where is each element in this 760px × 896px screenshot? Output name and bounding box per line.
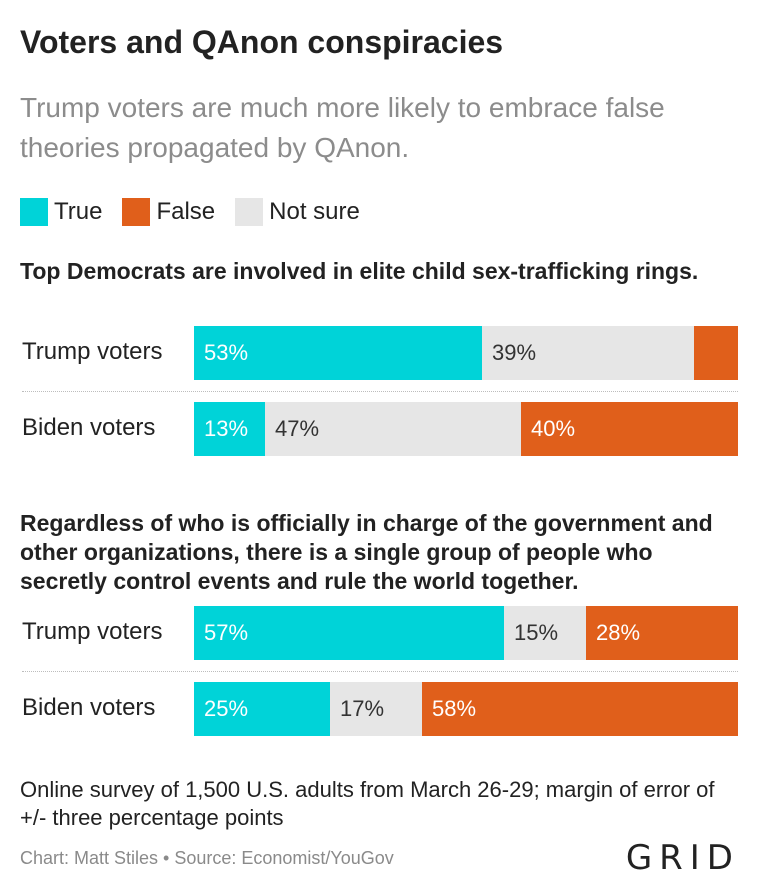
bar-segment-not-sure: 15% [504, 606, 586, 660]
bar-value-label: 25% [204, 696, 249, 721]
panel-1-row-1-label: Trump voters [22, 338, 163, 365]
bar-segment-true: 25% [194, 682, 330, 736]
legend-label-false: False [156, 198, 216, 225]
survey-note: Online survey of 1,500 U.S. adults from … [20, 777, 715, 830]
bar-value-label: 15% [514, 620, 559, 645]
panel-2-row-1-bar: 57% 15% 28% [194, 606, 738, 660]
bar-segment-true: 53% [194, 326, 482, 380]
legend-item-false: False [122, 198, 215, 226]
legend-swatch-not-sure [235, 198, 264, 226]
panel-2-question: Regardless of who is officially in charg… [20, 510, 713, 594]
legend-item-not-sure: Not sure [235, 198, 360, 226]
bar-segment-not-sure: 17% [330, 682, 422, 736]
bar-value-label: 47% [275, 416, 320, 441]
legend-swatch-false [122, 198, 151, 226]
panel-1-row-1-bar: 53% 39% [194, 326, 738, 380]
bar-segment-false [694, 326, 738, 380]
bar-value-label: 39% [492, 340, 537, 365]
legend-label-true: True [54, 198, 103, 225]
bar-value-label: 17% [340, 696, 385, 721]
bar-value-label: 57% [204, 620, 249, 645]
bar-segment-true: 13% [194, 402, 265, 456]
bar-value-label: 28% [596, 620, 641, 645]
bar-segment-not-sure: 47% [265, 402, 521, 456]
legend-item-true: True [20, 198, 102, 226]
bar-segment-true: 57% [194, 606, 504, 660]
chart-title: Voters and QAnon conspiracies [20, 24, 504, 60]
bar-segment-false: 28% [586, 606, 738, 660]
bar-segment-false: 40% [521, 402, 738, 456]
bar-value-label: 58% [432, 696, 477, 721]
panel-1-question: Top Democrats are involved in elite chil… [20, 258, 699, 284]
panel-2-row-2-label: Biden voters [22, 694, 156, 721]
chart-subtitle: Trump voters are much more likely to emb… [20, 92, 665, 163]
legend: True False Not sure [20, 198, 380, 226]
panel-1-row-2-bar: 13% 47% 40% [194, 402, 738, 456]
legend-swatch-true [20, 198, 48, 226]
row-divider [22, 671, 738, 672]
row-divider [22, 391, 738, 392]
bar-segment-not-sure: 39% [482, 326, 694, 380]
bar-segment-false: 58% [422, 682, 738, 736]
bar-value-label: 53% [204, 340, 249, 365]
panel-2-row-2-bar: 25% 17% 58% [194, 682, 738, 736]
legend-label-not-sure: Not sure [269, 198, 360, 225]
grid-logo: GRID [625, 838, 740, 878]
panel-1-row-2-label: Biden voters [22, 414, 156, 441]
panel-2-row-1-label: Trump voters [22, 618, 163, 645]
bar-value-label: 13% [204, 416, 249, 441]
bar-value-label: 40% [531, 416, 576, 441]
chart-credit: Chart: Matt Stiles • Source: Economist/Y… [20, 848, 394, 868]
